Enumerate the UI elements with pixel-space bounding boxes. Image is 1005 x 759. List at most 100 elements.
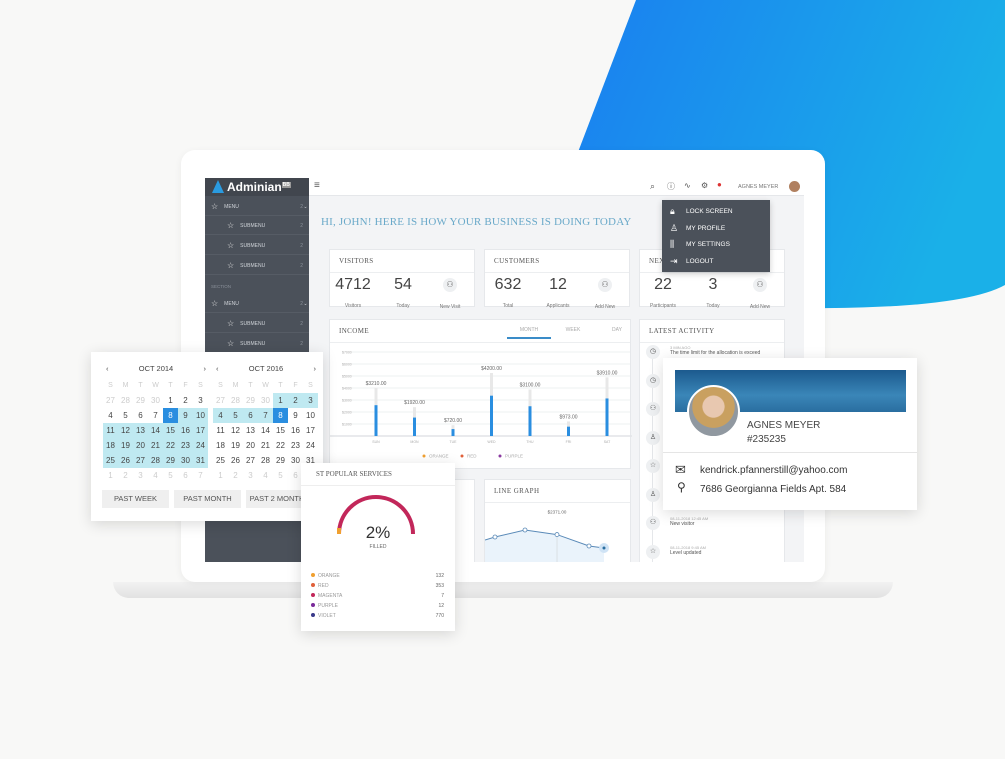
tab-month[interactable]: MONTH bbox=[507, 327, 551, 339]
calendar-day[interactable]: 30 bbox=[261, 396, 270, 405]
calendar-day[interactable]: 23 bbox=[291, 441, 300, 450]
calendar-day[interactable]: 3 bbox=[248, 471, 253, 480]
calendar-day[interactable]: 16 bbox=[291, 426, 300, 435]
calendar-day[interactable]: 28 bbox=[148, 453, 163, 468]
add-user-icon[interactable]: ⚇ bbox=[443, 278, 457, 292]
gear-icon[interactable]: ⚙ bbox=[701, 181, 709, 190]
preset-button-2[interactable]: PAST MONTH bbox=[174, 490, 241, 508]
calendar-day[interactable]: 10 bbox=[193, 408, 208, 423]
search-icon[interactable]: ⌕ bbox=[650, 181, 656, 191]
sidebar-item-menu[interactable]: ☆ MENU 2 ⌄ bbox=[205, 295, 309, 313]
user-menu-toggle[interactable]: AGNES MEYER bbox=[738, 184, 779, 190]
calendar-day[interactable]: 6 bbox=[293, 471, 298, 480]
card-action[interactable]: Add New bbox=[594, 304, 616, 310]
calendar-day[interactable]: 9 bbox=[293, 411, 298, 420]
hamburger-menu-icon[interactable]: ≡ bbox=[314, 180, 320, 191]
calendar-day[interactable]: 24 bbox=[306, 441, 315, 450]
sidebar-item-menu[interactable]: ☆ MENU 2 ⌄ bbox=[205, 198, 309, 216]
calendar-day[interactable]: 25 bbox=[216, 456, 225, 465]
calendar-day[interactable]: 22 bbox=[276, 441, 285, 450]
calendar-day[interactable]: 13 bbox=[246, 426, 255, 435]
calendar-day[interactable]: 11 bbox=[216, 426, 225, 435]
calendar-day[interactable]: 17 bbox=[306, 426, 315, 435]
calendar-day[interactable]: 19 bbox=[231, 441, 240, 450]
bar[interactable] bbox=[451, 429, 455, 436]
calendar-day[interactable]: 9 bbox=[178, 408, 193, 423]
calendar-day[interactable]: 2 bbox=[183, 396, 188, 405]
calendar-day[interactable]: 5 bbox=[123, 411, 128, 420]
calendar-day[interactable]: 15 bbox=[163, 423, 178, 438]
bar[interactable] bbox=[413, 417, 416, 436]
calendar-day[interactable]: 30 bbox=[291, 456, 300, 465]
bar[interactable] bbox=[605, 398, 609, 436]
calendar-day[interactable]: 7 bbox=[198, 471, 203, 480]
line-point[interactable] bbox=[522, 527, 528, 533]
menu-item-my-profile[interactable]: ♙ MY PROFILE bbox=[670, 223, 725, 234]
notification-icon[interactable]: ● bbox=[717, 180, 722, 189]
calendar-day[interactable]: 4 bbox=[213, 408, 228, 423]
calendar-day[interactable]: 27 bbox=[246, 456, 255, 465]
bar[interactable] bbox=[490, 395, 493, 436]
profile-email[interactable]: kendrick.pfannerstill@yahoo.com bbox=[700, 465, 848, 476]
calendar-day[interactable]: 21 bbox=[148, 438, 163, 453]
calendar-day[interactable]: 29 bbox=[276, 456, 285, 465]
calendar-day[interactable]: 29 bbox=[246, 396, 255, 405]
calendar-day[interactable]: 30 bbox=[151, 396, 160, 405]
add-user-icon[interactable]: ⚇ bbox=[598, 278, 612, 292]
calendar-day[interactable]: 31 bbox=[306, 456, 315, 465]
calendar-day[interactable]: 11 bbox=[103, 423, 118, 438]
calendar-day[interactable]: 8 bbox=[273, 408, 288, 423]
calendar-day[interactable]: 1 bbox=[273, 393, 288, 408]
tab-week[interactable]: WEEK bbox=[565, 327, 581, 333]
calendar-day[interactable]: 6 bbox=[183, 471, 188, 480]
calendar-day[interactable]: 2 bbox=[233, 471, 238, 480]
sidebar-item-submenu[interactable]: ☆ SUBMENU 2 bbox=[205, 257, 309, 275]
calendar-day[interactable]: 1 bbox=[168, 396, 173, 405]
calendar-day[interactable]: 10 bbox=[306, 411, 315, 420]
calendar-day[interactable]: 12 bbox=[231, 426, 240, 435]
calendar-day[interactable]: 20 bbox=[246, 441, 255, 450]
sidebar-item-submenu[interactable]: ☆ SUBMENU 2 bbox=[205, 315, 309, 333]
calendar-day[interactable]: 7 bbox=[153, 411, 158, 420]
card-action[interactable]: New Visit bbox=[439, 304, 461, 310]
activity-icon[interactable]: ∿ bbox=[684, 181, 691, 190]
sidebar-item-submenu[interactable]: ☆ SUBMENU 2 bbox=[205, 217, 309, 235]
calendar-day[interactable]: 16 bbox=[178, 423, 193, 438]
calendar-day[interactable]: 28 bbox=[261, 456, 270, 465]
preset-button-3[interactable]: PAST 2 MONTHS bbox=[246, 490, 313, 508]
calendar-day[interactable]: 15 bbox=[276, 426, 285, 435]
calendar-day[interactable]: 30 bbox=[178, 453, 193, 468]
line-point[interactable] bbox=[554, 532, 560, 537]
help-icon[interactable]: ⓘ bbox=[667, 182, 675, 191]
menu-item-my-settings[interactable]: ⫼ MY SETTINGS bbox=[670, 239, 730, 250]
calendar-day[interactable]: 22 bbox=[163, 438, 178, 453]
bar[interactable] bbox=[528, 406, 532, 436]
calendar-day[interactable]: 26 bbox=[231, 456, 240, 465]
calendar-day[interactable]: 12 bbox=[118, 423, 133, 438]
calendar-day[interactable]: 28 bbox=[121, 396, 130, 405]
menu-item-logout[interactable]: ⇥ LOGOUT bbox=[670, 256, 713, 267]
calendar-day[interactable]: 14 bbox=[148, 423, 163, 438]
line-point[interactable] bbox=[586, 543, 592, 549]
calendar-day[interactable]: 2 bbox=[288, 393, 303, 408]
calendar-day[interactable]: 1 bbox=[108, 471, 113, 480]
calendar-day[interactable]: 17 bbox=[193, 423, 208, 438]
calendar-day[interactable]: 28 bbox=[231, 396, 240, 405]
next-month-icon[interactable]: › bbox=[203, 364, 207, 373]
calendar-day[interactable]: 19 bbox=[118, 438, 133, 453]
calendar-day[interactable]: 21 bbox=[261, 441, 270, 450]
avatar[interactable] bbox=[789, 181, 800, 192]
calendar-day[interactable]: 4 bbox=[108, 411, 113, 420]
calendar-day[interactable]: 3 bbox=[198, 396, 203, 405]
prev-month-icon[interactable]: ‹ bbox=[106, 364, 109, 373]
calendar-day[interactable]: 3 bbox=[303, 393, 318, 408]
prev-month-icon[interactable]: ‹ bbox=[216, 364, 219, 373]
calendar-day[interactable]: 24 bbox=[193, 438, 208, 453]
calendar-day[interactable]: 18 bbox=[216, 441, 225, 450]
bar[interactable] bbox=[567, 426, 570, 436]
menu-item-lock-screen[interactable]: 🔒︎ LOCK SCREEN bbox=[670, 206, 733, 217]
calendar-day[interactable]: 8 bbox=[163, 408, 178, 423]
calendar-day[interactable]: 18 bbox=[103, 438, 118, 453]
calendar-day[interactable]: 31 bbox=[193, 453, 208, 468]
calendar-day[interactable]: 13 bbox=[133, 423, 148, 438]
